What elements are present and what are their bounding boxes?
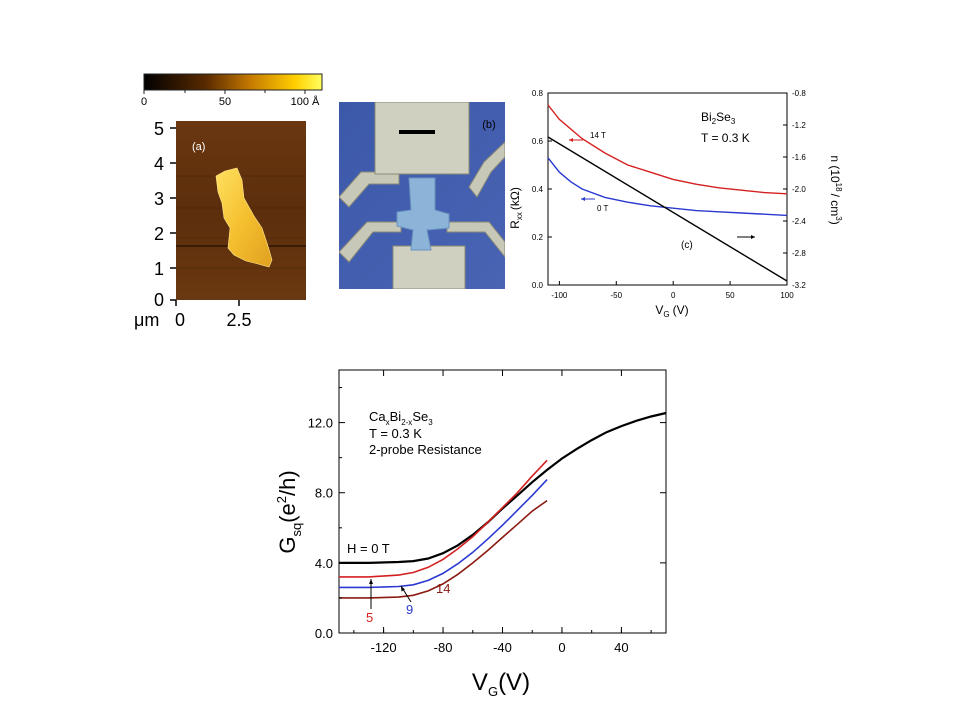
- afm-flake: [215, 167, 273, 268]
- chart-c-label-14t: 14 T: [590, 131, 606, 140]
- chart-main-annotation-material: CaxBi2-xSe3: [369, 409, 433, 427]
- chart-main-x-tick-label: -80: [434, 640, 453, 655]
- afm-x-tick: 2.5: [226, 310, 251, 330]
- chart-c-yr-tick-label: -2.4: [792, 217, 806, 226]
- chart-main-y-tick-label: 12.0: [308, 416, 333, 431]
- chart-main-xlabel: VG(V): [472, 669, 530, 699]
- panel-a-label: (a): [192, 141, 205, 153]
- chart-c-yl-tick-label: 0.8: [532, 89, 544, 98]
- top-pad: [374, 102, 470, 175]
- chart-main-x-tick-label: -40: [493, 640, 512, 655]
- chart-main-y-tick-label: 8.0: [315, 486, 333, 501]
- chart-main-annotation-temp: T = 0.3 K: [369, 426, 422, 441]
- chart-c-series-line-0: [547, 104, 788, 195]
- afm-y-tick: 4: [154, 154, 164, 174]
- colorbar-tick-0: 0: [141, 96, 147, 108]
- chart-c-yl-tick-label: 0.2: [532, 233, 544, 242]
- chart-main-series-line-2: [339, 479, 548, 589]
- chart-c-xlabel: VG (V): [655, 303, 688, 319]
- bottom-pad: [392, 245, 466, 289]
- colorbar-tick-2: 100 Å: [291, 95, 320, 108]
- chart-c-yr-tick-label: -1.6: [792, 153, 806, 162]
- afm-y-tick: 5: [154, 119, 164, 139]
- chart-main-series: [339, 411, 667, 599]
- panel-b-device-micrograph: (b): [339, 102, 505, 289]
- chart-main-y-tick-label: 0.0: [315, 626, 333, 641]
- lead-left: [339, 171, 400, 208]
- afm-y-tick: 1: [154, 259, 164, 279]
- scale-bar: [399, 130, 435, 134]
- chart-c-yr-tick-label: -2.8: [792, 249, 806, 258]
- chart-c-annotation-material: Bi2Se3: [701, 110, 736, 126]
- chart-c-yr-tick-label: -0.8: [792, 89, 806, 98]
- chart-c-panel-label: (c): [681, 240, 693, 251]
- chart-main-label-5: 5: [366, 610, 373, 625]
- chart-c-yr-tick-label: -3.2: [792, 281, 806, 290]
- chart-main-frame: [338, 369, 667, 634]
- chart-main-x-tick-label: -120: [371, 640, 397, 655]
- chart-c-yr-tick-label: -2.0: [792, 185, 806, 194]
- chart-main-label-h0: H = 0 T: [347, 541, 390, 556]
- chart-c-series: [547, 104, 788, 282]
- chart-c-annotation-temp: T = 0.3 K: [701, 131, 750, 145]
- chart-c-x-tick-label: -50: [611, 291, 623, 300]
- afm-x-tick: 0: [175, 310, 185, 330]
- chart-c-x-tick-label: 0: [671, 291, 676, 300]
- afm-y-tick: 2: [154, 224, 164, 244]
- lead-right-2: [446, 221, 505, 258]
- chart-main-conductance: -120 -80 -40 0 40 0.0 4.0 8.0 12.0 CaxBi2-xSe3 T…: [274, 369, 667, 699]
- chart-c-ticks: -100 -50 0 50 100 0.0 0.2 0.4 0.6 0.8 -0.8 -1.2 -1.6…: [532, 89, 806, 300]
- chart-main-series-line-3: [339, 499, 548, 599]
- lead-left-2: [339, 221, 402, 263]
- chart-main-x-tick-label: 40: [614, 640, 628, 655]
- chart-c-yl-tick-label: 0.4: [532, 185, 544, 194]
- chart-c-x-tick-label: 100: [780, 291, 794, 300]
- chart-main-series-line-0: [339, 411, 667, 564]
- afm-y-tick: 3: [154, 189, 164, 209]
- chart-c-label-0t: 0 T: [597, 204, 609, 213]
- chart-c-ylabel-left: Rxx(kΩ): [508, 187, 524, 229]
- chart-main-x-tick-label: 0: [558, 640, 565, 655]
- chart-main-plot-area: [338, 369, 667, 634]
- panel-b-label: (b): [482, 119, 495, 131]
- chart-main-series-line-1: [339, 459, 548, 578]
- panel-a-afm-image: 0 50 100 Å (a) 5 4 3 2 1 0: [134, 73, 323, 330]
- afm-y-tick: 0: [154, 290, 164, 310]
- chart-panel-c: -100 -50 0 50 100 0.0 0.2 0.4 0.6 0.8 -0.8 -1.2 -1.6…: [508, 89, 843, 319]
- chart-c-yl-tick-label: 0.0: [532, 281, 544, 290]
- device-flake: [396, 177, 450, 251]
- chart-main-ylabel: Gsq(e2/h): [274, 470, 304, 553]
- chart-main-ticks: -120 -80 -40 0 40 0.0 4.0 8.0 12.0: [308, 370, 666, 655]
- chart-c-ylabel-right: n (1018/ cm3): [828, 155, 843, 224]
- chart-main-label-14: 14: [436, 581, 450, 596]
- chart-c-yl-tick-label: 0.6: [532, 137, 544, 146]
- lead-right: [468, 141, 505, 198]
- colorbar: [143, 73, 323, 91]
- chart-main-annotation-note: 2-probe Resistance: [369, 442, 482, 457]
- chart-main-y-tick-label: 4.0: [315, 556, 333, 571]
- chart-c-yr-tick-label: -1.2: [792, 121, 806, 130]
- afm-x-unit: μm: [134, 310, 159, 330]
- chart-main-label-9: 9: [406, 602, 413, 617]
- chart-c-x-tick-label: -100: [551, 291, 568, 300]
- colorbar-tick-1: 50: [219, 96, 231, 108]
- chart-c-x-tick-label: 50: [726, 291, 735, 300]
- chart-c-series-line-2: [547, 136, 788, 282]
- chart-c-series-line-1: [547, 157, 788, 217]
